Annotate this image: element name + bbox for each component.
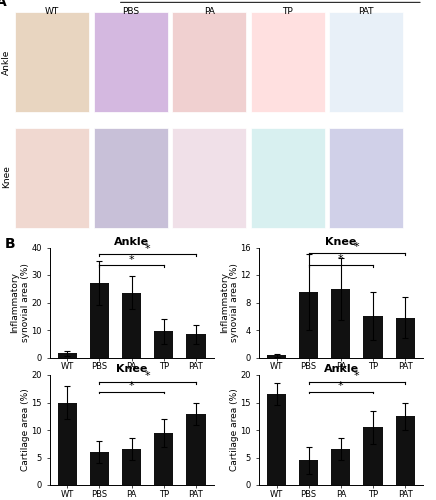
- Text: PBS: PBS: [122, 7, 140, 16]
- Text: *: *: [354, 242, 360, 252]
- Bar: [267, 394, 286, 485]
- Text: *: *: [145, 244, 150, 254]
- Title: Ankle: Ankle: [114, 236, 150, 246]
- Bar: [122, 449, 141, 485]
- Text: *: *: [145, 371, 150, 381]
- Title: Knee: Knee: [326, 236, 357, 246]
- Text: TP: TP: [283, 7, 293, 16]
- Text: Ankle: Ankle: [2, 50, 11, 76]
- Bar: [58, 354, 77, 358]
- Y-axis label: Cartilage area (%): Cartilage area (%): [21, 388, 30, 471]
- FancyBboxPatch shape: [94, 128, 168, 228]
- FancyBboxPatch shape: [251, 128, 325, 228]
- Bar: [299, 292, 318, 358]
- Text: PA: PA: [204, 7, 215, 16]
- Bar: [331, 289, 351, 358]
- Y-axis label: Cartilage area (%): Cartilage area (%): [230, 388, 239, 471]
- FancyBboxPatch shape: [251, 12, 325, 112]
- Bar: [154, 332, 174, 357]
- Bar: [267, 356, 286, 358]
- Text: A: A: [0, 0, 7, 10]
- Bar: [90, 452, 109, 485]
- Bar: [395, 318, 415, 358]
- Text: *: *: [129, 255, 134, 265]
- Title: Ankle: Ankle: [324, 364, 359, 374]
- Text: PAT: PAT: [358, 7, 374, 16]
- Bar: [363, 316, 383, 358]
- FancyBboxPatch shape: [329, 12, 403, 112]
- Bar: [154, 432, 174, 485]
- Text: *: *: [338, 254, 344, 264]
- Bar: [186, 334, 205, 357]
- Bar: [58, 402, 77, 485]
- Bar: [331, 449, 351, 485]
- Text: WT: WT: [45, 7, 59, 16]
- Bar: [90, 283, 109, 358]
- Text: *: *: [354, 371, 360, 381]
- Text: B: B: [4, 238, 15, 252]
- Bar: [395, 416, 415, 485]
- Y-axis label: Inflammatory
synovial area (%): Inflammatory synovial area (%): [220, 263, 239, 342]
- Text: Knee: Knee: [2, 166, 11, 188]
- Bar: [122, 293, 141, 358]
- FancyBboxPatch shape: [329, 128, 403, 228]
- Y-axis label: Inflammatory
synovial area (%): Inflammatory synovial area (%): [10, 263, 30, 342]
- Text: TNFα-Tg: TNFα-Tg: [126, 387, 170, 397]
- Text: *: *: [129, 381, 134, 391]
- FancyBboxPatch shape: [15, 12, 89, 112]
- Bar: [363, 427, 383, 485]
- Text: *: *: [338, 381, 344, 391]
- Bar: [186, 414, 205, 485]
- FancyBboxPatch shape: [172, 12, 246, 112]
- Bar: [299, 460, 318, 485]
- FancyBboxPatch shape: [15, 128, 89, 228]
- Text: TNFα-Tg: TNFα-Tg: [335, 387, 379, 397]
- FancyBboxPatch shape: [94, 12, 168, 112]
- Title: Knee: Knee: [116, 364, 147, 374]
- FancyBboxPatch shape: [172, 128, 246, 228]
